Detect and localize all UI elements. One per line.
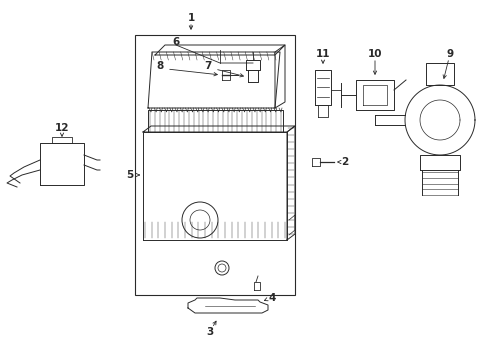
- Text: 11: 11: [315, 49, 329, 59]
- Text: 3: 3: [206, 327, 213, 337]
- Text: 8: 8: [156, 61, 163, 71]
- Text: 6: 6: [172, 37, 179, 47]
- Text: 5: 5: [126, 170, 133, 180]
- Text: 4: 4: [268, 293, 275, 303]
- Text: 2: 2: [341, 157, 348, 167]
- Text: 7: 7: [204, 61, 211, 71]
- Text: 1: 1: [187, 13, 194, 23]
- Bar: [135, 35, 294, 295]
- Text: 10: 10: [367, 49, 382, 59]
- Text: 9: 9: [446, 49, 453, 59]
- Text: 12: 12: [55, 123, 69, 133]
